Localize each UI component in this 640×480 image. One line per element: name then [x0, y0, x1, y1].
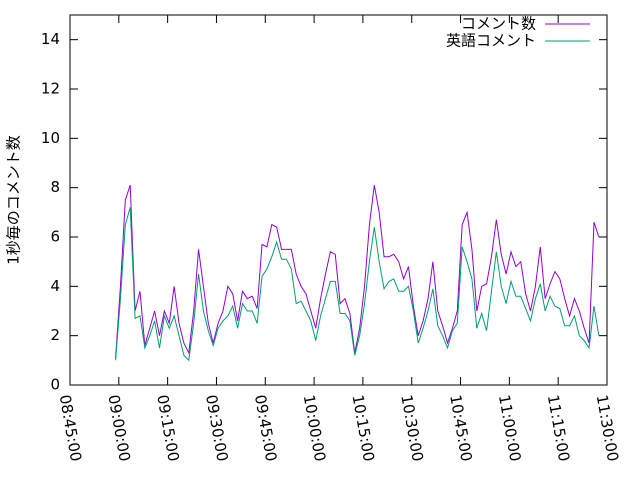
x-tick-label: 09:15:00	[153, 393, 182, 462]
y-axis-label: 1秒毎のコメント数	[5, 135, 23, 265]
y-tick-label: 8	[50, 178, 60, 196]
y-tick-label: 10	[41, 129, 60, 147]
x-tick-label: 11:30:00	[593, 393, 622, 462]
x-tick-label: 10:15:00	[349, 393, 378, 462]
series-line	[115, 185, 600, 358]
x-tick-label: 10:45:00	[446, 393, 475, 462]
x-tick-label: 10:30:00	[397, 393, 426, 462]
x-tick-label: 09:30:00	[202, 393, 231, 462]
y-tick-label: 6	[50, 228, 60, 246]
x-tick-label: 09:45:00	[251, 393, 280, 462]
legend-label: 英語コメント	[446, 32, 536, 50]
x-tick-label: 10:00:00	[300, 393, 329, 462]
y-tick-label: 0	[50, 376, 60, 394]
x-tick-label: 09:00:00	[104, 393, 133, 462]
legend-label: コメント数	[461, 15, 536, 33]
y-tick-label: 14	[41, 30, 60, 48]
y-tick-label: 4	[50, 277, 60, 295]
y-tick-label: 2	[50, 326, 60, 344]
y-tick-label: 12	[41, 80, 60, 98]
plot-border	[69, 14, 608, 386]
series-line	[115, 207, 600, 362]
x-tick-label: 08:45:00	[56, 393, 85, 462]
x-tick-label: 11:00:00	[495, 393, 524, 462]
x-tick-label: 11:15:00	[544, 393, 573, 462]
